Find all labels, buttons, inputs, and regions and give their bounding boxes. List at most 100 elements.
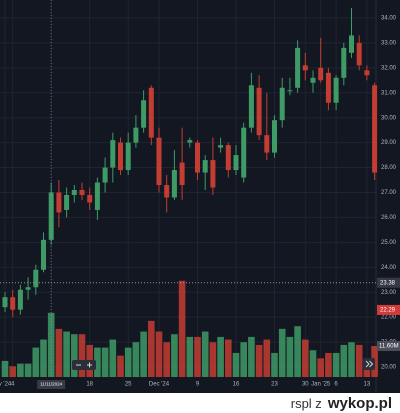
- price-marker-label: 22.29: [380, 308, 396, 314]
- x-tick-label: Jan '25: [311, 382, 331, 388]
- volume-bar: [332, 352, 340, 377]
- volume-bar: [32, 347, 40, 377]
- x-tick-label: 18: [86, 382, 93, 388]
- candle-body: [71, 189, 77, 195]
- candle-body: [241, 127, 247, 178]
- y-tick-label: 22.00: [381, 315, 397, 321]
- candle-body: [287, 90, 293, 92]
- candle-body: [341, 47, 347, 78]
- candle-body: [364, 70, 370, 76]
- candle-body: [171, 170, 177, 198]
- candle-body: [295, 47, 301, 88]
- x-tick-label: 23: [271, 382, 278, 388]
- candle-body: [310, 77, 316, 83]
- footer-site[interactable]: wykop.pl: [327, 394, 392, 412]
- y-tick-label: 20.00: [381, 365, 397, 371]
- volume-bar: [24, 363, 32, 377]
- volume-bar: [186, 336, 194, 377]
- x-tick-label: 4: [11, 382, 15, 388]
- volume-bar: [263, 339, 271, 377]
- x-tick-label: 16: [233, 382, 240, 388]
- y-tick-label: 33.00: [381, 40, 397, 46]
- candle-body: [187, 140, 193, 143]
- candle-body: [110, 140, 116, 168]
- candle-body: [164, 185, 170, 198]
- volume-bar: [101, 347, 109, 377]
- x-tick-label: v '24: [0, 382, 12, 388]
- candle-body: [125, 142, 131, 171]
- chart: 20.0021.0022.0023.0024.0025.0026.0027.00…: [0, 0, 400, 393]
- candle-body: [64, 194, 70, 210]
- zoom-controls[interactable]: [72, 360, 96, 370]
- volume-bar: [109, 339, 117, 377]
- volume-bar: [340, 344, 348, 377]
- volume-bar: [355, 344, 363, 377]
- price-marker-box: [377, 304, 400, 315]
- volume-bar: [124, 347, 132, 377]
- candle-body: [102, 167, 108, 183]
- footer-user: rspl z: [290, 395, 322, 411]
- volume-bar: [148, 320, 155, 377]
- volume-bar: [317, 358, 324, 377]
- volume-bar: [325, 352, 332, 377]
- crosshair-date-label: 11/11/2024: [40, 382, 62, 387]
- y-tick-label: 29.00: [381, 140, 397, 146]
- candle-body: [233, 155, 239, 171]
- candle-body: [264, 135, 270, 153]
- y-tick-label: 31.00: [381, 90, 397, 96]
- candle-body: [279, 87, 285, 121]
- candle-body: [210, 160, 216, 188]
- candle-body: [218, 145, 224, 148]
- candle-body: [272, 120, 277, 153]
- candle-body: [256, 87, 262, 136]
- x-tick-label: 9: [196, 382, 200, 388]
- candle-body: [225, 145, 231, 171]
- x-tick-label: 30: [302, 382, 309, 388]
- volume-bar: [40, 339, 47, 377]
- volume-bar: [132, 342, 140, 377]
- y-tick-label: 34.00: [381, 16, 397, 22]
- volume-bar: [94, 347, 101, 377]
- crosshair-date-box: [37, 380, 66, 389]
- volume-bar: [271, 352, 278, 377]
- volume-bar: [47, 312, 55, 377]
- crosshair-price-label: 23.38: [380, 280, 396, 286]
- volume-bar: [155, 331, 163, 377]
- volume-bar: [163, 342, 170, 377]
- candle-body: [2, 297, 8, 308]
- volume-bar: [309, 350, 317, 377]
- volume-bar: [255, 344, 263, 377]
- candle-body: [148, 87, 154, 138]
- candle-body: [195, 142, 200, 173]
- y-tick-label: 26.00: [381, 215, 397, 221]
- volume-bar: [63, 331, 70, 377]
- volume-bar: [117, 355, 124, 377]
- candle-body: [325, 72, 331, 103]
- candle-body: [33, 269, 39, 288]
- volume-bar: [178, 280, 186, 377]
- volume-bar: [201, 331, 209, 377]
- candle-body: [202, 160, 208, 173]
- volume-bar: [1, 360, 9, 377]
- volume-bar: [248, 336, 255, 377]
- volume-bar: [140, 331, 147, 377]
- candle-body: [10, 297, 16, 310]
- volume-bar: [348, 342, 355, 377]
- candle-body: [56, 192, 62, 213]
- volume-marker-box: [377, 340, 400, 351]
- candle-body: [318, 67, 324, 81]
- volume-bar: [240, 342, 247, 377]
- y-tick-label: 24.00: [381, 265, 397, 271]
- volume-bar: [194, 336, 201, 377]
- y-tick-label: 28.00: [381, 165, 397, 171]
- candle-body: [156, 137, 162, 186]
- volume-bar: [55, 328, 63, 377]
- y-tick-label: 32.00: [381, 65, 397, 71]
- y-tick-label: 23.00: [381, 290, 397, 296]
- volume-bar: [78, 334, 86, 377]
- volume-bar: [217, 336, 224, 377]
- volume-bar: [294, 326, 301, 377]
- candle-body: [349, 35, 354, 53]
- y-tick-label: 27.00: [381, 190, 397, 196]
